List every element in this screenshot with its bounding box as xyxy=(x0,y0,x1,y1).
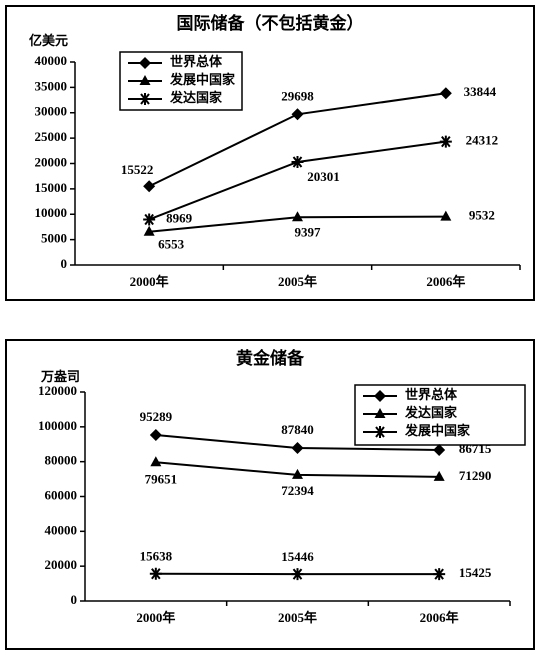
marker-diamond xyxy=(291,442,304,455)
data-label: 20301 xyxy=(307,169,340,184)
legend-marker xyxy=(139,93,151,105)
marker-asterisk xyxy=(149,567,162,580)
marker-diamond xyxy=(291,108,304,121)
legend-marker xyxy=(139,75,151,85)
x-tick-label: 2000年 xyxy=(136,610,175,625)
y-tick-label: 10000 xyxy=(35,205,68,220)
y-tick-label: 35000 xyxy=(35,78,68,93)
y-tick-label: 80000 xyxy=(45,453,78,468)
marker-asterisk xyxy=(439,135,452,148)
y-tick-label: 25000 xyxy=(35,129,68,144)
data-label: 9532 xyxy=(469,208,495,223)
marker-triangle xyxy=(433,470,445,481)
y-tick-label: 40000 xyxy=(35,53,68,68)
x-tick-label: 2000年 xyxy=(130,274,169,289)
marker-triangle xyxy=(440,210,452,221)
marker-diamond xyxy=(433,443,446,456)
data-label: 15425 xyxy=(459,565,492,580)
y-tick-label: 0 xyxy=(61,256,68,271)
marker-triangle xyxy=(143,225,155,236)
x-tick-label: 2005年 xyxy=(278,610,317,625)
legend-marker xyxy=(374,408,386,418)
data-label: 71290 xyxy=(459,468,492,483)
chart-title: 国际储备（不包括黄金） xyxy=(177,13,364,33)
legend-label: 发展中国家 xyxy=(404,423,471,438)
y-tick-label: 20000 xyxy=(45,557,78,572)
legend-label: 发展中国家 xyxy=(169,72,236,87)
y-tick-label: 15000 xyxy=(35,180,68,195)
data-label: 15522 xyxy=(121,162,154,177)
data-label: 72394 xyxy=(281,483,314,498)
y-axis-label: 万盎司 xyxy=(40,369,80,384)
marker-triangle xyxy=(150,456,162,467)
chart-title: 黄金储备 xyxy=(236,348,305,368)
legend-label: 世界总体 xyxy=(405,387,458,402)
y-tick-label: 40000 xyxy=(45,522,78,537)
y-tick-label: 30000 xyxy=(35,104,68,119)
data-label: 8969 xyxy=(166,210,193,225)
data-label: 24312 xyxy=(466,133,499,148)
marker-asterisk xyxy=(433,568,446,581)
y-tick-label: 5000 xyxy=(41,231,67,246)
legend-marker xyxy=(374,426,386,438)
marker-asterisk xyxy=(291,568,304,581)
data-label: 33844 xyxy=(464,84,497,99)
data-label: 86715 xyxy=(459,441,492,456)
marker-triangle xyxy=(292,468,303,479)
chart-frame xyxy=(5,5,535,301)
data-label: 9397 xyxy=(295,224,322,239)
data-label: 15446 xyxy=(281,549,314,564)
x-tick-label: 2006年 xyxy=(420,610,459,625)
data-label: 95289 xyxy=(140,409,173,424)
legend-marker xyxy=(139,57,151,69)
data-label: 29698 xyxy=(281,88,314,103)
chart-frame xyxy=(5,339,535,650)
marker-diamond xyxy=(439,87,452,100)
y-tick-label: 60000 xyxy=(45,487,78,502)
y-axis-label: 亿美元 xyxy=(29,33,68,48)
x-tick-label: 2005年 xyxy=(278,274,317,289)
marker-asterisk xyxy=(291,155,304,168)
legend-marker xyxy=(374,390,386,402)
legend-label: 发达国家 xyxy=(169,90,223,105)
marker-diamond xyxy=(143,180,156,193)
data-label: 87840 xyxy=(281,422,314,437)
y-tick-label: 20000 xyxy=(35,154,68,169)
y-tick-label: 0 xyxy=(71,592,78,607)
data-label: 6553 xyxy=(158,237,185,252)
marker-triangle xyxy=(292,211,303,222)
y-tick-label: 120000 xyxy=(38,383,77,398)
data-label: 15638 xyxy=(140,549,173,564)
line-series xyxy=(148,140,446,221)
marker-diamond xyxy=(149,429,162,442)
legend-label: 发达国家 xyxy=(404,405,458,420)
y-tick-label: 100000 xyxy=(38,418,77,433)
legend-label: 世界总体 xyxy=(170,54,223,69)
data-label: 79651 xyxy=(145,471,178,486)
marker-asterisk xyxy=(143,213,156,226)
x-tick-label: 2006年 xyxy=(426,274,465,289)
